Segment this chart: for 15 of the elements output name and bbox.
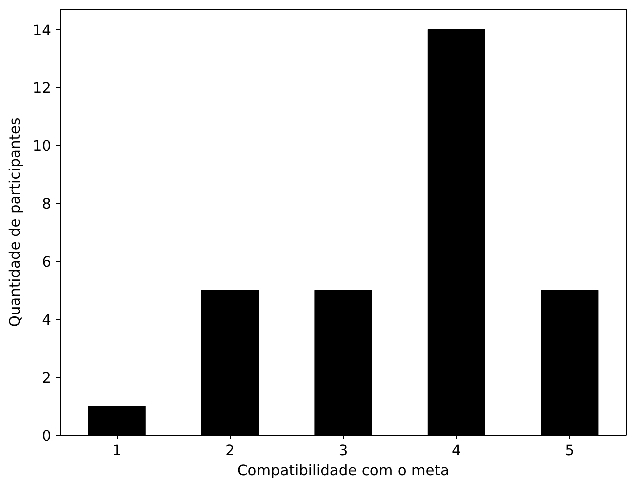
y-tick-label: 14 — [32, 22, 52, 40]
y-tick-label: 2 — [42, 370, 52, 388]
y-tick-label: 8 — [42, 196, 52, 214]
y-tick-label: 4 — [42, 312, 52, 330]
x-tick-label: 1 — [112, 442, 122, 460]
y-tick-label: 0 — [42, 428, 52, 445]
x-tick-label: 4 — [452, 442, 462, 460]
x-tick-label: 3 — [338, 442, 348, 460]
x-axis-title: Compatibilidade com o meta — [238, 462, 450, 480]
x-tick-label: 2 — [226, 442, 235, 460]
y-tick-label: 6 — [42, 254, 52, 272]
y-axis-title: Quantidade de participantes — [6, 118, 24, 328]
x-tick-label: 5 — [565, 442, 575, 460]
y-tick-label: 10 — [32, 138, 52, 156]
y-tick-label: 12 — [32, 80, 52, 98]
